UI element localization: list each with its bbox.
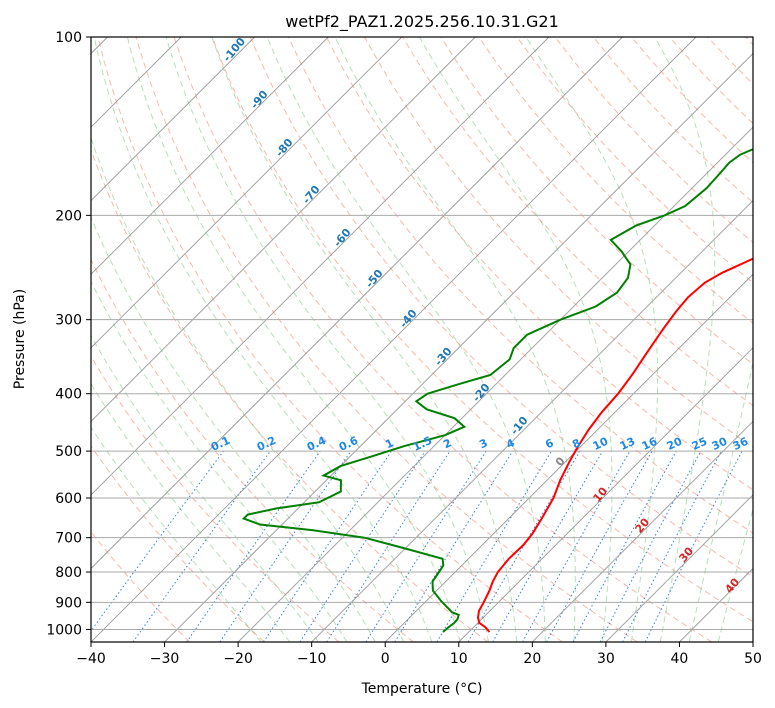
x-tick-label: −30	[150, 651, 180, 667]
isotherm	[605, 494, 753, 642]
x-tick-label: −10	[297, 651, 327, 667]
mixing-ratio-line	[326, 450, 451, 642]
dry-adiabat	[135, 37, 638, 642]
moist-adiabat	[91, 334, 319, 642]
dry-adiabat	[97, 37, 563, 642]
y-tick-label: 400	[55, 387, 82, 403]
isotherm	[91, 37, 697, 642]
isotherm	[458, 347, 753, 642]
mixing-ratio-label: 13	[618, 435, 637, 453]
mixing-ratio-line	[644, 450, 743, 642]
isotherm	[91, 37, 550, 496]
x-axis-title: Temperature (°C)	[361, 681, 483, 697]
moist-adiabat	[688, 360, 753, 642]
x-tick-label: 20	[523, 651, 541, 667]
y-tick-label: 200	[55, 208, 82, 224]
moist-adiabat	[525, 37, 659, 642]
mixing-ratio-label: 20	[665, 435, 685, 453]
isotherm	[91, 37, 255, 202]
moist-adiabat	[418, 37, 613, 642]
mixing-ratio-line	[572, 450, 677, 642]
x-tick-label: 30	[597, 651, 615, 667]
isotherm	[752, 641, 753, 642]
dry-adiabat	[91, 258, 414, 642]
moist-adiabat	[91, 216, 376, 642]
mixing-ratio-line	[546, 450, 653, 642]
x-tick-label: −20	[223, 651, 253, 667]
x-tick-label: 0	[381, 651, 390, 667]
mixing-ratio-line	[132, 450, 271, 642]
y-axis-title: Pressure (hPa)	[12, 289, 28, 389]
isotherm	[237, 126, 753, 642]
mixing-ratio-line	[219, 450, 352, 642]
x-tick-label: 10	[450, 651, 468, 667]
temperature-line	[476, 257, 753, 633]
y-tick-label: 800	[55, 565, 82, 581]
dry-adiabat	[326, 37, 753, 491]
moist-adiabat	[93, 37, 433, 642]
chart-title: wetPf2_PAZ1.2025.256.10.31.G21	[285, 12, 559, 32]
moist-adiabat	[211, 37, 518, 642]
dry-adiabat	[91, 355, 340, 642]
y-tick-label: 100	[55, 30, 82, 46]
x-tick-label: −40	[76, 651, 106, 667]
mixing-ratio-line	[263, 450, 392, 642]
moist-adiabat	[266, 37, 546, 642]
mixing-ratio-line	[522, 450, 631, 642]
x-tick-label: 40	[671, 651, 689, 667]
isotherm	[532, 420, 753, 642]
plot-background	[91, 37, 753, 642]
y-tick-label: 600	[55, 491, 82, 507]
moist-adiabat	[654, 37, 716, 642]
isotherm	[164, 52, 753, 642]
mixing-ratio-label: 10	[591, 435, 611, 453]
dry-adiabat	[287, 37, 753, 534]
y-tick-label: 300	[55, 313, 82, 329]
moist-adiabat	[91, 382, 291, 642]
mixing-ratio-label: 25	[690, 435, 709, 453]
mixing-ratio-label: 30	[710, 435, 730, 453]
dewpoint-line	[241, 148, 753, 633]
dry-adiabat	[91, 445, 265, 642]
isotherm-isobar-grid	[91, 37, 753, 642]
y-axis: 1000 900 800 700 600 500 400 300 200 100	[46, 30, 91, 638]
dry-adiabat	[249, 37, 753, 578]
moist-adiabat	[717, 507, 753, 642]
isotherm	[91, 37, 476, 422]
x-axis: −40 −30 −20 −10 0 10 20 30 40 50	[76, 642, 762, 667]
isotherm	[91, 37, 623, 570]
dry-adiabat	[173, 37, 713, 642]
moist-adiabat	[91, 280, 348, 642]
plot-frame	[90, 36, 754, 643]
isotherm	[311, 200, 753, 642]
y-tick-label: 500	[55, 444, 82, 460]
mixing-ratio-line	[186, 450, 321, 642]
mixing-ratio-line	[394, 450, 514, 642]
mixing-ratio-line	[299, 450, 426, 642]
isotherm	[91, 37, 329, 275]
isotherm	[384, 273, 753, 642]
profile-lines	[241, 148, 753, 633]
background-lines	[91, 37, 753, 642]
y-tick-label: 900	[55, 595, 82, 611]
mixing-ratio-label: 36	[731, 435, 751, 453]
isotherm	[91, 37, 403, 349]
y-tick-label: 1000	[46, 622, 82, 638]
y-tick-label: 700	[55, 531, 82, 547]
moist-adiabat	[91, 426, 262, 642]
moist-adiabat	[165, 37, 489, 642]
dry-adiabat	[211, 37, 753, 623]
x-tick-label: 50	[744, 651, 762, 667]
moist-adiabat	[126, 37, 461, 642]
mixing-ratio-line	[91, 450, 224, 632]
moist-adiabat	[334, 37, 576, 642]
mixing-ratio-label: 16	[640, 435, 660, 453]
moist-adiabat	[91, 136, 405, 642]
